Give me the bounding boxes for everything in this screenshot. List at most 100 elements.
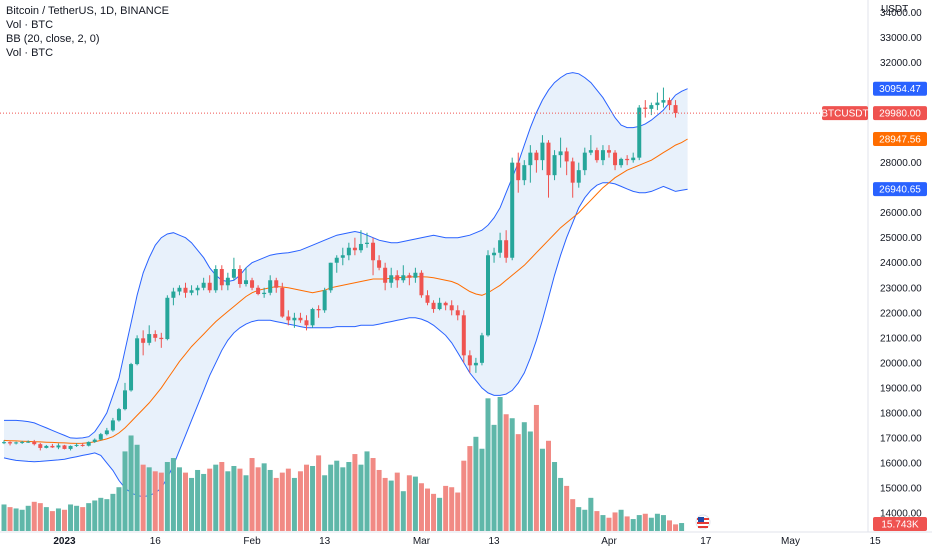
volume-bar: [552, 462, 558, 531]
candle-body: [135, 338, 140, 365]
candle-body: [268, 280, 273, 293]
price-tick-label: 22000.00: [880, 308, 922, 319]
volume-bar: [164, 462, 170, 531]
time-tick-label: 13: [488, 536, 500, 547]
candle-body: [38, 444, 43, 448]
volume-bar: [7, 507, 13, 531]
candle-body: [14, 442, 19, 444]
candle-body: [540, 142, 545, 161]
candle-body: [44, 445, 49, 448]
candle-body: [213, 269, 218, 291]
price-tick-label: 25000.00: [880, 233, 922, 244]
volume-bar: [297, 471, 303, 531]
volume-bar: [219, 462, 225, 531]
volume-bar: [515, 434, 521, 531]
candle-body: [437, 302, 442, 310]
candle-body: [461, 315, 466, 356]
volume-bar: [183, 472, 188, 531]
volume-bar: [370, 458, 376, 531]
volume-bar: [267, 469, 273, 531]
price-tick-label: 20000.00: [880, 358, 922, 369]
volume-tag: 15.743K: [881, 520, 919, 531]
basis-tag: 28947.56: [879, 134, 921, 145]
us-flag-icon[interactable]: [695, 514, 711, 530]
time-tick-label: 2023: [53, 536, 76, 547]
candle-body: [498, 240, 503, 253]
volume-bar: [116, 487, 122, 531]
volume-bar: [406, 475, 412, 531]
volume-bar: [479, 448, 485, 531]
volume-bar: [128, 435, 134, 531]
candle-body: [588, 150, 593, 153]
lower-band-tag-bg: [873, 182, 927, 197]
volume-bar: [279, 472, 285, 531]
candle-body: [98, 434, 103, 440]
candle-body: [643, 107, 648, 109]
candle-body: [116, 409, 121, 421]
volume-bar: [189, 477, 195, 531]
price-tick-label: 15000.00: [880, 483, 922, 494]
volume-bar: [558, 477, 564, 531]
time-tick-label: 16: [150, 536, 162, 547]
candle-body: [256, 287, 261, 295]
volume-bar: [618, 509, 624, 531]
candle-body: [413, 272, 418, 278]
candle-body: [292, 317, 297, 321]
time-tick-label: 17: [700, 536, 712, 547]
time-tick-label: Mar: [413, 536, 431, 547]
volume-bar: [412, 476, 418, 531]
volume-bar: [195, 469, 201, 531]
volume-bar: [636, 515, 642, 531]
volume-bar: [176, 467, 182, 531]
candle-body: [8, 442, 13, 444]
price-tick-label: 26000.00: [880, 208, 922, 219]
volume-bar: [31, 501, 37, 531]
volume-bar: [485, 398, 491, 531]
volume-bar: [660, 515, 666, 531]
volume-bar: [642, 513, 648, 531]
time-tick-label: Apr: [601, 536, 617, 547]
volume-bar: [352, 454, 358, 531]
volume-bars: [1, 397, 685, 531]
volume-bar: [1, 504, 7, 531]
candle-body: [395, 275, 400, 281]
time-tick-label: 13: [319, 536, 331, 547]
time-axis[interactable]: 2023 16 Feb 13 Mar 13 Apr 17 May 15: [53, 536, 881, 547]
last-price-tag: 29980.00: [879, 109, 921, 120]
candle-body: [594, 150, 599, 161]
volume-bar: [25, 505, 31, 531]
lower-band-tag: 26940.65: [879, 185, 921, 196]
candle-body: [189, 290, 194, 293]
volume-bar: [134, 444, 140, 531]
candle-body: [552, 155, 557, 176]
candle-body: [262, 292, 267, 295]
candle-body: [479, 335, 484, 363]
candle-body: [389, 275, 394, 283]
volume-bar: [110, 493, 116, 531]
candle-body: [619, 158, 624, 166]
candle-body: [86, 441, 91, 446]
volume-bar: [443, 485, 449, 531]
candle-body: [401, 275, 406, 281]
candle-body: [377, 260, 382, 268]
candle-body: [576, 170, 581, 183]
candle-body: [2, 442, 6, 444]
volume-bar: [400, 491, 406, 531]
volume-bar: [533, 404, 539, 531]
time-tick-label: 15: [870, 536, 882, 547]
volume-bar: [310, 465, 316, 531]
volume-bar: [122, 451, 128, 531]
volume-bar: [467, 446, 473, 531]
candle-body: [425, 295, 430, 303]
candle-body: [50, 445, 55, 448]
candle-body: [334, 257, 339, 263]
candle-body: [455, 310, 460, 316]
candle-body: [32, 441, 37, 445]
volume-bar: [249, 458, 255, 531]
volume-bar: [304, 464, 309, 531]
volume-bar: [201, 473, 207, 531]
time-tick-label: Feb: [243, 536, 261, 547]
volume-bar: [43, 507, 49, 531]
candle-body: [546, 142, 551, 176]
